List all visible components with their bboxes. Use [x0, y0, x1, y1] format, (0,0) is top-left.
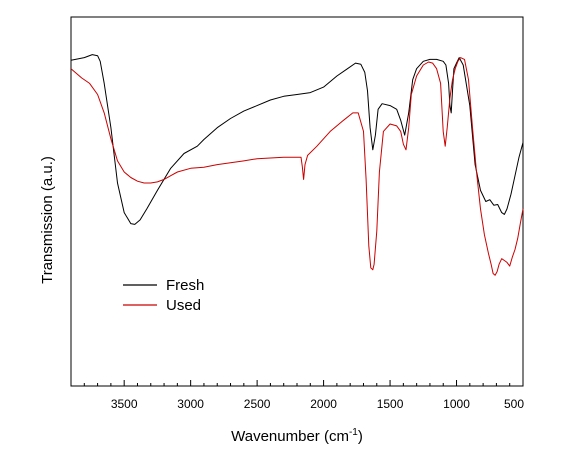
plot-area: 3500 3000 2500 2000 1500 1000 500 [70, 16, 524, 411]
legend-label-fresh: Fresh [166, 277, 204, 294]
series-line-fresh [70, 54, 524, 225]
x-axis-title-superscript: -1 [349, 427, 358, 438]
x-tick-label: 3500 [111, 397, 138, 411]
x-tick-label: 1000 [443, 397, 470, 411]
x-tick-label: 3000 [177, 397, 204, 411]
legend-label-used: Used [166, 297, 201, 314]
y-axis-title: Transmission (a.u.) [39, 156, 56, 284]
x-tick-label: 2500 [244, 397, 271, 411]
plot-frame [70, 16, 524, 387]
x-axis-title: Wavenumber (cm-1) [231, 427, 363, 445]
x-axis-ticks: 3500 3000 2500 2000 1500 1000 500 [83, 380, 524, 411]
x-tick-label: 2000 [310, 397, 337, 411]
x-tick-label: 1500 [377, 397, 404, 411]
series-layer [70, 54, 524, 276]
series-line-used [70, 57, 524, 276]
x-tick-label: 500 [504, 397, 524, 411]
legend: Fresh Used [123, 277, 204, 314]
x-axis-title-close: ) [358, 428, 363, 445]
